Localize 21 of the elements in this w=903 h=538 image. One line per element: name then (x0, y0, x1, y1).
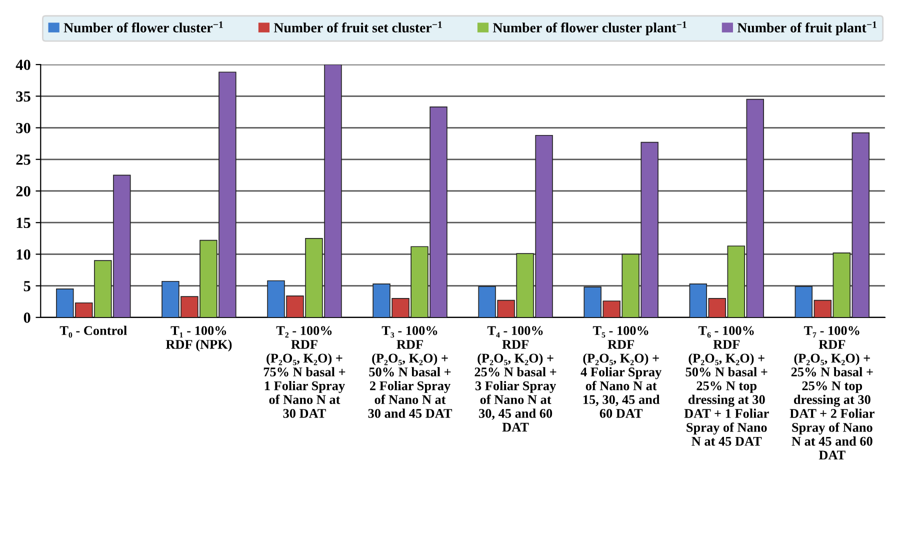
y-tick-label: 25 (16, 154, 30, 165)
y-tick-label: 30 (16, 122, 30, 134)
category-label: T₇ - 100% RDF (P₂O₅, K₂O) + 25% N basal + 25% N top dressing at 30 DAT + 2 Foliar Spray of Nano N at 45 and 60 DAT (790, 326, 874, 460)
x-tick-label: T₁ - 100% RDF (NPK) (166, 326, 232, 352)
y-tick-label: 20 (16, 186, 30, 196)
x-tick-label: T₃ - 100% RDF (P₂O₅, K₂O) + 50% N basal + 2 Foliar Spray of Nano N at 30 and 45 DAT (368, 326, 452, 418)
y-tick-label: 5 (24, 281, 30, 292)
x-tick-label: T₅ - 100% RDF (P₂O₅, K₂O) + 4 Foliar Spray of Nano N at 15, 30, 45 and 60 DAT (580, 326, 662, 418)
legend-label: Number of flower cluster plant$^{−1}$ (492, 21, 686, 36)
category-label: T₆ - 100% RDF (P₂O₅, K₂O) + 50% N basal + 25% N top dressing at 30 DAT + 1 Foliar Spray of Nano N at 45 DAT (684, 326, 769, 446)
legend-label: Number of fruit plant$^{−1}$ (737, 21, 876, 36)
y-tick-label: 0 (24, 312, 30, 323)
y-tick-label: 15 (16, 218, 30, 228)
y-tick-label: 10 (16, 249, 30, 260)
legend-label: Number of fruit set cluster$^{−1}$ (274, 21, 442, 32)
x-tick-label: T₀ - Control (60, 326, 127, 338)
y-tick-label: 35 (16, 91, 30, 102)
x-tick-label: T₄ - 100% RDF (P₂O₅, K₂O) + 25% N basal + 3 Foliar Spray of Nano N at 30, 45 and 60 DAT (474, 326, 556, 432)
y-tick-label: 40 (16, 60, 30, 70)
legend-label: Number of flower cluster$^{−1}$ (64, 21, 223, 32)
x-tick-label: T₂ - 100% RDF (P₂O₅, K₂O) + 75% N basal + 1 Foliar Spray of Nano N at 30 DAT (264, 326, 346, 418)
